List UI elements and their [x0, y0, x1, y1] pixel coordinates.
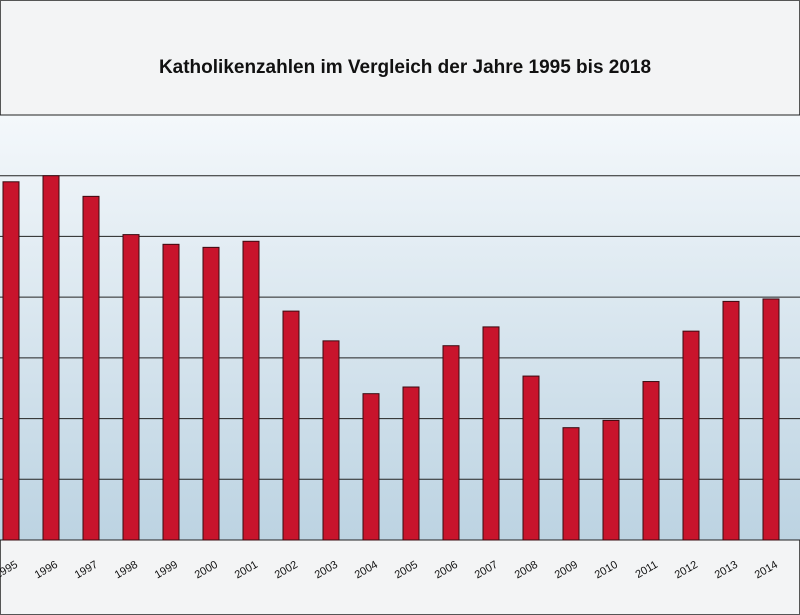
bar [562, 427, 580, 541]
bar [402, 386, 420, 541]
bar [42, 175, 60, 541]
bar [82, 195, 100, 541]
bar [642, 381, 660, 541]
bars [2, 175, 780, 541]
bar [522, 375, 540, 541]
chart-title: Katholikenzahlen im Vergleich der Jahre … [159, 57, 651, 78]
bar [122, 234, 140, 541]
bar [202, 246, 220, 541]
bar [242, 240, 260, 541]
bar [442, 345, 460, 541]
bar [762, 298, 780, 541]
plot-area [0, 115, 800, 540]
bar [362, 393, 380, 541]
bar [2, 181, 20, 541]
bar [162, 243, 180, 541]
bar [482, 326, 500, 541]
bar [282, 310, 300, 541]
bar [602, 419, 620, 541]
bar [722, 300, 740, 541]
bar [682, 330, 700, 541]
bar [322, 340, 340, 541]
